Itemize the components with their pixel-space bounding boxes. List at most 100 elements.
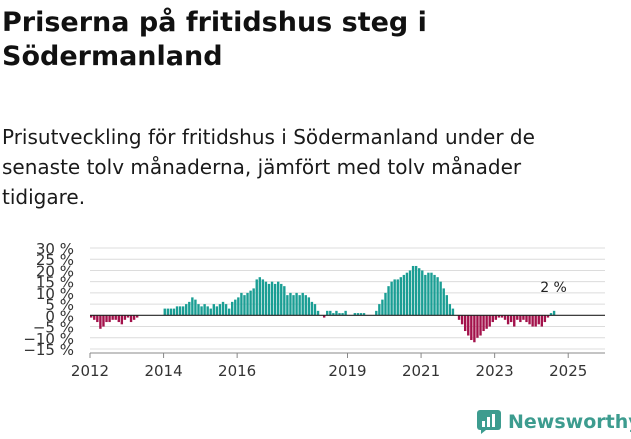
bar (267, 283, 271, 316)
bar (375, 310, 378, 316)
bar (255, 279, 258, 316)
bar (181, 306, 185, 316)
bar (427, 272, 430, 316)
chart-subtitle: Prisutveckling för fritidshus i Söderman… (2, 125, 535, 209)
y-tick-label: 20 % (36, 262, 74, 280)
bar (166, 308, 170, 316)
bar (457, 315, 461, 320)
x-tick-label: 2021 (402, 362, 440, 380)
bar (445, 295, 448, 316)
chart-gridlines (90, 247, 605, 350)
bar (405, 272, 409, 316)
bar (252, 288, 255, 316)
bar (402, 274, 406, 316)
bar (322, 315, 326, 318)
bar (215, 306, 219, 316)
bar (500, 315, 504, 318)
y-tick-label: −10 % (23, 330, 74, 348)
bar (276, 281, 280, 316)
bar (534, 315, 537, 327)
y-tick-label: 25 % (36, 251, 74, 269)
bar (298, 295, 301, 316)
bar (359, 313, 363, 316)
x-axis: 2012 2014 2016 2019 2021 2023 2025 (71, 352, 605, 380)
y-tick-label: 5 % (45, 296, 74, 314)
bar (408, 270, 412, 316)
bar (476, 315, 479, 338)
bar (206, 306, 209, 316)
chart-title: Priserna på fritidshus steg i Södermanla… (2, 7, 427, 72)
bar (231, 301, 234, 316)
bar (108, 315, 111, 323)
bar (163, 308, 166, 316)
bar (463, 315, 467, 332)
bar (105, 315, 108, 323)
bar (209, 308, 212, 316)
last-value-label: 2 % (540, 280, 567, 296)
y-tick-label: 15 % (36, 274, 74, 292)
bar (470, 315, 473, 341)
bar (460, 315, 464, 325)
bar (430, 272, 433, 316)
x-tick-label: 2019 (328, 362, 366, 380)
bar (200, 306, 203, 316)
bar (310, 301, 314, 316)
bar (326, 310, 329, 316)
bar (224, 304, 228, 316)
bar (295, 292, 298, 316)
y-tick-label: −5 % (33, 319, 74, 337)
newsworthy-brand: Newsworthy (476, 408, 631, 436)
bar (240, 292, 243, 316)
bar (304, 295, 307, 316)
bar (393, 279, 396, 316)
x-tick-label: 2023 (476, 362, 514, 380)
bar (482, 315, 485, 332)
bar (439, 281, 442, 316)
bar (546, 315, 550, 318)
bar (129, 315, 133, 323)
bar (381, 299, 384, 316)
bar (126, 315, 130, 318)
bar (506, 315, 510, 325)
bar (353, 313, 357, 316)
bar (283, 286, 286, 316)
bar (292, 295, 295, 316)
bar (519, 315, 522, 323)
bar (531, 315, 534, 327)
bar (102, 315, 105, 327)
bar (396, 279, 399, 316)
bar (378, 304, 381, 316)
bar (114, 315, 117, 320)
bar (491, 315, 494, 323)
bar (301, 292, 304, 316)
chart-bars (90, 265, 556, 343)
bar (197, 304, 200, 316)
bar (442, 288, 445, 316)
bar (436, 277, 439, 316)
bar (111, 315, 114, 320)
bar (99, 315, 102, 329)
bar (335, 310, 338, 316)
bar (203, 304, 206, 316)
x-tick-label: 2025 (549, 362, 587, 380)
bar (212, 304, 216, 316)
price-change-bar-chart: 30 %25 %20 %15 %10 %5 %0 %−5 %−10 %−15 %… (23, 240, 605, 380)
bar (497, 315, 501, 318)
bar (418, 268, 421, 316)
bar (528, 315, 531, 325)
bar (467, 315, 470, 336)
bar (451, 308, 455, 316)
bar (552, 310, 556, 316)
bar (185, 304, 188, 316)
bar (135, 315, 139, 318)
bar (494, 315, 498, 320)
bar (227, 308, 231, 316)
bar (421, 270, 424, 316)
y-tick-label: 30 % (36, 240, 74, 258)
bar (473, 315, 476, 343)
bar (280, 283, 283, 316)
bar (525, 315, 528, 323)
bar (307, 297, 311, 316)
bar (549, 313, 553, 316)
bar (123, 315, 127, 320)
